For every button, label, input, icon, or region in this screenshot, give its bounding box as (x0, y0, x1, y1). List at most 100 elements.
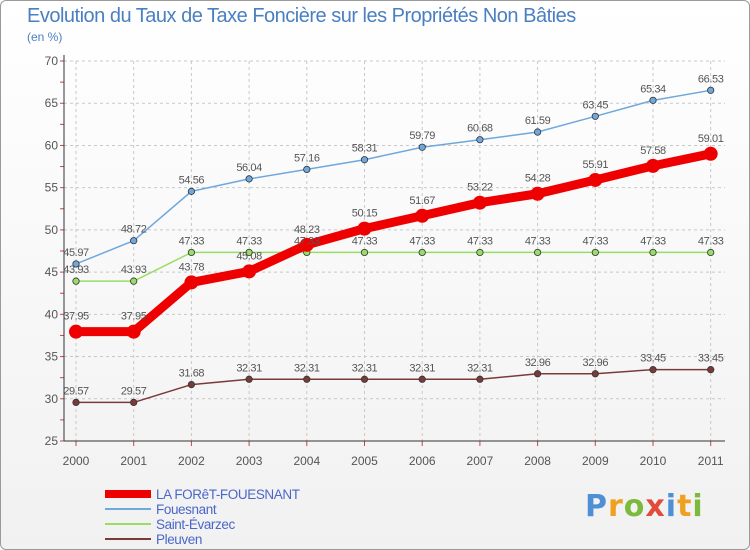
data-label-la-for-t-fouesnant: 51.67 (409, 195, 435, 207)
y-tick-label: 25 (45, 434, 59, 448)
data-point-pleuven (303, 375, 311, 383)
data-label-saint-varzec: 47.33 (525, 235, 551, 247)
data-point-fouesnant (649, 96, 657, 104)
data-point-pleuven (533, 370, 542, 378)
data-point-fouesnant (130, 237, 138, 245)
series-line-pleuven (75, 368, 712, 404)
data-label-pleuven: 29.57 (121, 385, 147, 397)
data-label-saint-varzec: 47.33 (698, 235, 724, 247)
series-line-la-for-t-fouesnant (71, 149, 716, 337)
data-point-saint-varzec (707, 248, 715, 257)
data-point-saint-varzec (533, 248, 542, 257)
data-label-saint-varzec: 43.93 (121, 264, 147, 276)
y-tick-label: 55 (45, 181, 59, 195)
x-tick-label: 2008 (524, 454, 551, 468)
y-tick-label: 65 (45, 96, 59, 110)
data-label-fouesnant: 58.31 (352, 143, 378, 155)
gridlines (64, 60, 725, 442)
data-point-la-for-t-fouesnant (299, 237, 314, 252)
data-label-pleuven: 29.57 (63, 385, 89, 397)
x-tick-label: 2011 (698, 454, 724, 468)
data-label-la-for-t-fouesnant: 54.28 (525, 173, 551, 185)
data-point-fouesnant (72, 260, 80, 268)
data-label-fouesnant: 54.56 (179, 174, 205, 186)
series-line-saint-varzec (75, 251, 712, 282)
data-point-fouesnant (418, 143, 426, 151)
y-tick-label: 30 (45, 392, 59, 406)
data-point-saint-varzec (649, 248, 657, 257)
data-point-pleuven (245, 375, 253, 383)
data-point-saint-varzec (591, 248, 599, 257)
data-point-fouesnant (360, 156, 369, 164)
data-label-la-for-t-fouesnant: 53.22 (467, 182, 493, 194)
chart-subtitle: (en %) (27, 30, 63, 44)
chart-title: Evolution du Taux de Taxe Foncière sur l… (27, 5, 576, 27)
data-point-fouesnant (591, 112, 599, 120)
data-label-pleuven: 33.45 (698, 353, 724, 365)
data-label-pleuven: 31.68 (179, 368, 205, 380)
data-point-la-for-t-fouesnant (472, 195, 487, 210)
data-point-la-for-t-fouesnant (126, 324, 141, 339)
data-point-pleuven (130, 398, 138, 407)
data-label-la-for-t-fouesnant: 45.08 (236, 250, 262, 262)
x-tick-label: 2004 (293, 454, 320, 468)
data-point-pleuven (649, 366, 657, 374)
data-label-fouesnant: 63.45 (583, 99, 609, 111)
data-point-saint-varzec (245, 248, 253, 257)
data-point-la-for-t-fouesnant (357, 221, 372, 236)
data-label-pleuven: 32.31 (409, 362, 435, 374)
data-labels: 45.97 48.72 54.56 56.04 57.16 58.31 59.79 60.68… (63, 73, 724, 397)
data-point-saint-varzec (72, 277, 80, 285)
legend-label: Fouesnant (156, 502, 217, 517)
data-point-pleuven (187, 380, 195, 389)
x-tick-label: 2007 (467, 454, 494, 468)
data-label-saint-varzec: 47.33 (294, 235, 320, 247)
data-point-la-for-t-fouesnant (415, 208, 430, 223)
data-label-fouesnant: 61.59 (525, 115, 551, 127)
data-label-pleuven: 32.31 (352, 362, 378, 374)
data-point-pleuven (360, 375, 369, 383)
axes (60, 55, 725, 446)
data-point-fouesnant (187, 187, 195, 195)
data-label-saint-varzec: 43.93 (63, 264, 89, 276)
x-tick-label: 2009 (582, 454, 609, 468)
data-label-la-for-t-fouesnant: 37.95 (63, 311, 89, 323)
data-label-pleuven: 32.31 (294, 362, 320, 374)
data-label-fouesnant: 48.72 (121, 224, 147, 236)
data-label-saint-varzec: 47.33 (179, 235, 205, 247)
data-label-saint-varzec: 47.33 (409, 235, 435, 247)
x-tick-label: 2003 (236, 454, 263, 468)
legend-label: Pleuven (156, 532, 202, 547)
x-tick-label: 2006 (409, 454, 436, 468)
data-label-pleuven: 32.31 (467, 362, 493, 374)
data-label-saint-varzec: 47.33 (640, 235, 666, 247)
legend-label: Saint-Évarzec (156, 517, 235, 532)
data-point-pleuven (707, 366, 715, 374)
y-tick-label: 60 (45, 138, 59, 152)
y-tick-label: 35 (45, 350, 59, 364)
data-point-fouesnant (707, 86, 715, 94)
data-label-la-for-t-fouesnant: 37.95 (121, 311, 147, 323)
data-point-pleuven (72, 398, 80, 407)
y-tick-label: 70 (45, 54, 59, 68)
data-label-la-for-t-fouesnant: 59.01 (698, 133, 724, 145)
data-label-fouesnant: 56.04 (236, 162, 262, 174)
series-line-fouesnant (75, 89, 712, 265)
data-label-fouesnant: 66.53 (698, 73, 724, 85)
data-label-fouesnant: 65.34 (640, 83, 666, 95)
data-point-saint-varzec (476, 248, 484, 257)
x-axis-ticks: 2000 2001 2002 2003 2004 2005 2006 2007 2008 2009… (63, 454, 724, 468)
data-point-la-for-t-fouesnant (242, 264, 257, 279)
data-point-saint-varzec (187, 248, 195, 257)
data-point-la-for-t-fouesnant (69, 324, 83, 339)
data-point-fouesnant (476, 136, 484, 144)
data-label-fouesnant: 57.16 (294, 152, 320, 164)
data-point-fouesnant (245, 175, 253, 183)
series-points (69, 86, 718, 407)
data-point-pleuven (591, 370, 599, 378)
data-label-fouesnant: 59.79 (409, 130, 435, 142)
data-point-saint-varzec (418, 248, 426, 257)
series-lines (71, 89, 716, 404)
